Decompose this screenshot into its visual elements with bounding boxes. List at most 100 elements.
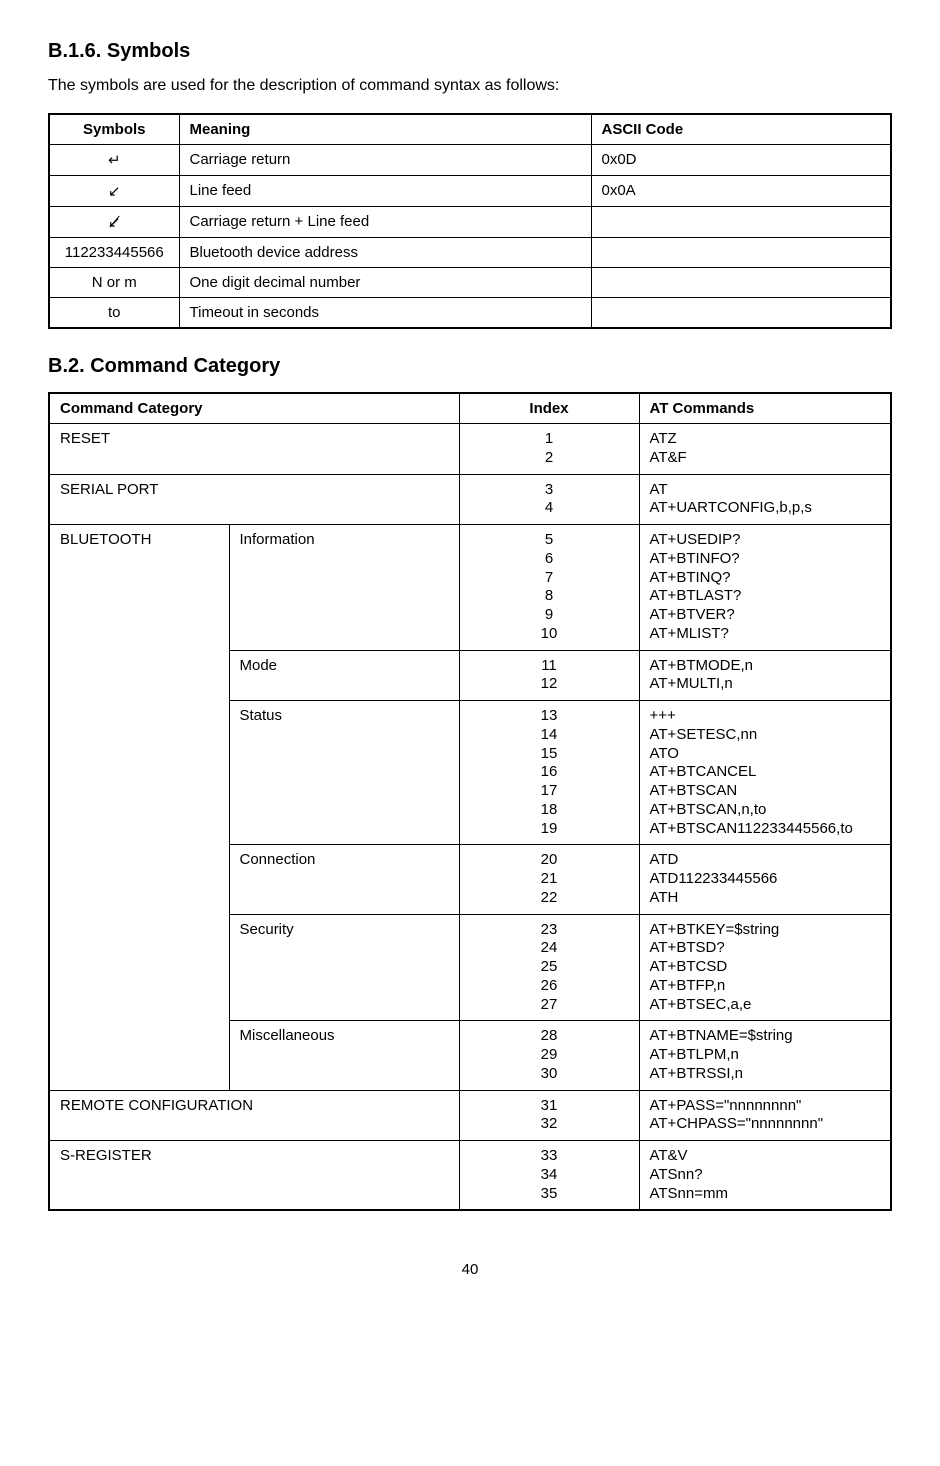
subcategory-cell: Connection	[229, 845, 459, 914]
table-header-row: Command Category Index AT Commands	[49, 393, 891, 424]
ascii-cell: 0x0A	[591, 176, 891, 207]
th-symbols: Symbols	[49, 114, 179, 145]
list-item: 6	[470, 550, 629, 569]
table-row: RESET 12 ATZAT&F	[49, 424, 891, 475]
symbols-table: Symbols Meaning ASCII Code ↵ Carriage re…	[48, 113, 892, 329]
list-item: AT&V	[650, 1147, 881, 1166]
at-commands-cell: AT+USEDIP?AT+BTINFO?AT+BTINQ?AT+BTLAST?A…	[639, 525, 891, 651]
list-item: 32	[470, 1115, 629, 1134]
list-item: ATD	[650, 851, 881, 870]
list-item: +++	[650, 707, 881, 726]
list-item: 23	[470, 921, 629, 940]
list-item: 5	[470, 531, 629, 550]
list-item: AT+SETESC,nn	[650, 726, 881, 745]
index-cell: 2324252627	[459, 914, 639, 1021]
index-cell: 333435	[459, 1141, 639, 1211]
list-item: AT+UARTCONFIG,b,p,s	[650, 499, 881, 518]
list-item: AT+BTKEY=$string	[650, 921, 881, 940]
category-cell: BLUETOOTH	[49, 525, 229, 1091]
command-category-table: Command Category Index AT Commands RESET…	[48, 392, 892, 1211]
at-commands-cell: AT+PASS="nnnnnnnn"AT+CHPASS="nnnnnnnn"	[639, 1090, 891, 1141]
th-command-category: Command Category	[49, 393, 459, 424]
list-item: 7	[470, 569, 629, 588]
list-item: AT+PASS="nnnnnnnn"	[650, 1097, 881, 1116]
table-row: ↵ Carriage return 0x0D	[49, 145, 891, 176]
list-item: 4	[470, 499, 629, 518]
list-item: ATZ	[650, 430, 881, 449]
list-item: 26	[470, 977, 629, 996]
list-item: 27	[470, 996, 629, 1015]
list-item: AT+BTINQ?	[650, 569, 881, 588]
at-commands-cell: AT+BTMODE,nAT+MULTI,n	[639, 650, 891, 701]
list-item: AT+MLIST?	[650, 625, 881, 644]
index-cell: 5678910	[459, 525, 639, 651]
meaning-cell: Bluetooth device address	[179, 238, 591, 268]
table-row: ↙̸ Carriage return + Line feed	[49, 207, 891, 238]
ascii-cell	[591, 238, 891, 268]
list-item: AT+BTLAST?	[650, 587, 881, 606]
symbol-cell: ↙̸	[49, 207, 179, 238]
list-item: AT+BTLPM,n	[650, 1046, 881, 1065]
list-item: 19	[470, 820, 629, 839]
list-item: 11	[470, 657, 629, 676]
list-item: 35	[470, 1185, 629, 1204]
subcategory-cell: Status	[229, 701, 459, 845]
list-item: 18	[470, 801, 629, 820]
list-item: 3	[470, 481, 629, 500]
symbol-cell: 112233445566	[49, 238, 179, 268]
index-cell: 3132	[459, 1090, 639, 1141]
category-cell: S-REGISTER	[49, 1141, 459, 1211]
list-item: 8	[470, 587, 629, 606]
ascii-cell	[591, 268, 891, 298]
list-item: AT+BTSD?	[650, 939, 881, 958]
at-commands-cell: ATAT+UARTCONFIG,b,p,s	[639, 474, 891, 525]
subcategory-cell: Security	[229, 914, 459, 1021]
list-item: 20	[470, 851, 629, 870]
section-symbols-intro: The symbols are used for the description…	[48, 77, 892, 95]
meaning-cell: Timeout in seconds	[179, 298, 591, 329]
th-at-commands: AT Commands	[639, 393, 891, 424]
list-item: 2	[470, 449, 629, 468]
list-item: AT+BTMODE,n	[650, 657, 881, 676]
list-item: 30	[470, 1065, 629, 1084]
table-header-row: Symbols Meaning ASCII Code	[49, 114, 891, 145]
table-row: REMOTE CONFIGURATION 3132 AT+PASS="nnnnn…	[49, 1090, 891, 1141]
symbol-cell: to	[49, 298, 179, 329]
list-item: 25	[470, 958, 629, 977]
category-cell: REMOTE CONFIGURATION	[49, 1090, 459, 1141]
list-item: 17	[470, 782, 629, 801]
page-number: 40	[48, 1261, 892, 1278]
index-cell: 34	[459, 474, 639, 525]
list-item: 24	[470, 939, 629, 958]
index-cell: 13141516171819	[459, 701, 639, 845]
list-item: 31	[470, 1097, 629, 1116]
list-item: ATO	[650, 745, 881, 764]
symbol-cell: ↵	[49, 145, 179, 176]
list-item: ATSnn=mm	[650, 1185, 881, 1204]
at-commands-cell: ATZAT&F	[639, 424, 891, 475]
list-item: 16	[470, 763, 629, 782]
table-row: S-REGISTER 333435 AT&VATSnn?ATSnn=mm	[49, 1141, 891, 1211]
list-item: AT+BTCSD	[650, 958, 881, 977]
list-item: AT+BTRSSI,n	[650, 1065, 881, 1084]
list-item: AT&F	[650, 449, 881, 468]
index-cell: 202122	[459, 845, 639, 914]
table-row: BLUETOOTH Information 5678910 AT+USEDIP?…	[49, 525, 891, 651]
list-item: AT+BTNAME=$string	[650, 1027, 881, 1046]
symbol-cell: ↙	[49, 176, 179, 207]
table-row: N or m One digit decimal number	[49, 268, 891, 298]
category-cell: RESET	[49, 424, 459, 475]
list-item: 13	[470, 707, 629, 726]
ascii-cell: 0x0D	[591, 145, 891, 176]
section-symbols-heading: B.1.6. Symbols	[48, 40, 892, 63]
at-commands-cell: AT&VATSnn?ATSnn=mm	[639, 1141, 891, 1211]
list-item: AT+BTINFO?	[650, 550, 881, 569]
list-item: 9	[470, 606, 629, 625]
list-item: ATD112233445566	[650, 870, 881, 889]
list-item: AT	[650, 481, 881, 500]
list-item: 14	[470, 726, 629, 745]
symbol-cell: N or m	[49, 268, 179, 298]
list-item: 28	[470, 1027, 629, 1046]
subcategory-cell: Information	[229, 525, 459, 651]
list-item: AT+BTSEC,a,e	[650, 996, 881, 1015]
